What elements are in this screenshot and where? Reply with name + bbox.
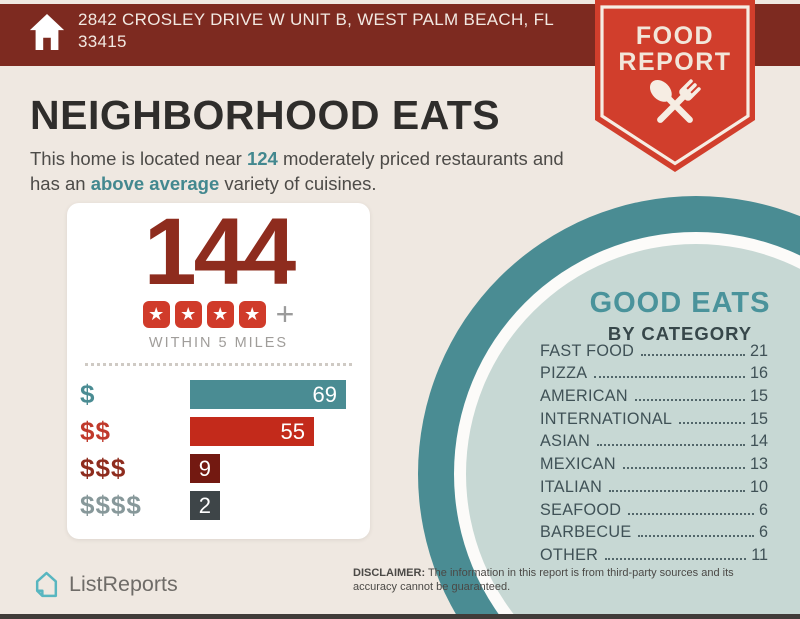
category-count: 10	[749, 477, 768, 496]
dotted-leader	[679, 421, 745, 424]
disclaimer-text-line1: The information in this report is from t…	[425, 567, 734, 579]
category-count: 11	[751, 545, 768, 564]
price-bar-row: $$ 55	[80, 416, 350, 446]
dotted-leader	[622, 467, 745, 470]
price-bar: 69	[190, 380, 346, 409]
price-bar: 9	[190, 454, 220, 483]
listreports-house-icon	[35, 571, 58, 598]
dotted-leader	[609, 489, 745, 492]
category-count: 6	[758, 500, 768, 519]
category-row: MEXICAN 13	[540, 453, 768, 476]
listreports-logo: ListReports	[33, 570, 178, 599]
category-label: OTHER	[540, 545, 599, 564]
price-tier-label: $	[80, 379, 96, 409]
dotted-leader	[594, 376, 745, 379]
category-label: BARBECUE	[540, 523, 632, 542]
stars-row: ★ ★ ★ ★ +	[67, 295, 370, 332]
category-list: FAST FOOD 21 PIZZA 16 AMERICAN 15 INTERNATIONA…	[540, 340, 768, 567]
category-row: INTERNATIONAL 15	[540, 408, 768, 431]
good-eats-subtitle: BY CATEGORY	[607, 323, 753, 344]
category-label: ITALIAN	[540, 477, 603, 496]
category-row: OTHER 11	[540, 544, 768, 567]
price-bar: 55	[190, 417, 314, 446]
dotted-leader	[597, 444, 745, 447]
dotted-leader	[638, 535, 754, 538]
home-icon	[28, 12, 66, 57]
category-count: 16	[749, 364, 768, 383]
price-tier-label: $$$	[80, 453, 127, 483]
price-bar-value: 69	[312, 381, 337, 407]
disclaimer: DISCLAIMER: The information in this repo…	[353, 566, 800, 594]
category-label: MEXICAN	[540, 455, 616, 474]
price-bar-chart: $69 $$ 55 $$$ 9 $$$$ 2	[67, 379, 370, 520]
category-count: 15	[749, 387, 768, 406]
food-report-ribbon: FOOD REPORT	[595, 0, 755, 176]
category-label: ASIAN	[540, 432, 591, 451]
category-count: 6	[758, 523, 768, 542]
disclaimer-text-line2: accuracy cannot be guaranteed.	[353, 581, 511, 593]
page-title: NEIGHBORHOOD EATS	[30, 92, 501, 138]
address-line2: 33415	[78, 32, 127, 51]
price-tier-label: $$$$	[80, 490, 142, 520]
star-icon: ★	[238, 300, 266, 328]
star-icon: ★	[174, 300, 202, 328]
price-bar-row: $$$$ 2	[80, 490, 350, 520]
price-bar-value: 9	[198, 455, 211, 481]
category-row: AMERICAN 15	[540, 385, 768, 408]
report-summary: This home is located near 124 moderately…	[30, 146, 610, 196]
bottom-edge-line	[0, 614, 800, 619]
restaurant-count: 124	[246, 148, 278, 169]
brand-name: ListReports	[69, 572, 178, 596]
variety-rating: above average	[90, 173, 220, 194]
category-count: 13	[749, 455, 768, 474]
price-bar-value: 55	[280, 418, 305, 444]
category-row: FAST FOOD 21	[540, 340, 768, 363]
price-bar-row: $$$ 9	[80, 453, 350, 483]
star-icon: ★	[206, 300, 234, 328]
price-bar: 2	[190, 491, 220, 520]
category-label: AMERICAN	[540, 387, 628, 406]
summary-text: variety of cuisines.	[219, 173, 377, 194]
star-icon: ★	[142, 300, 170, 328]
dotted-divider	[85, 363, 352, 366]
category-row: ASIAN 14	[540, 431, 768, 454]
total-restaurants: 144	[143, 199, 297, 305]
price-bar-value: 2	[198, 492, 211, 518]
category-label: INTERNATIONAL	[540, 409, 673, 428]
fork-spoon-icon	[649, 79, 701, 123]
dotted-leader	[605, 557, 747, 560]
category-count: 14	[749, 432, 768, 451]
ribbon-shape	[595, 0, 755, 172]
category-label: SEAFOOD	[540, 500, 622, 519]
category-count: 21	[749, 341, 768, 360]
plus-sign: +	[275, 295, 295, 332]
price-tier-label: $$	[80, 416, 111, 446]
dotted-leader	[641, 353, 745, 356]
dotted-leader	[634, 399, 745, 402]
restaurant-stats-card: 144 ★ ★ ★ ★ + WITHIN 5 MILES $69 $$ 55 $$$ 9 $$$$…	[67, 203, 370, 539]
category-label: PIZZA	[540, 364, 588, 383]
good-eats-title: GOOD EATS	[589, 287, 771, 319]
category-row: PIZZA 16	[540, 363, 768, 386]
ribbon-line2: REPORT	[618, 48, 731, 76]
category-row: SEAFOOD 6	[540, 499, 768, 522]
category-count: 15	[749, 409, 768, 428]
dotted-leader	[628, 512, 754, 515]
radius-label: WITHIN 5 MILES	[148, 335, 289, 351]
summary-text: This home is located near	[30, 148, 247, 169]
address-line1: 2842 CROSLEY DRIVE W UNIT B, WEST PALM B…	[78, 10, 555, 29]
category-row: BARBECUE 6	[540, 522, 768, 545]
summary-text: has an	[30, 173, 91, 194]
price-bar-row: $69	[80, 379, 350, 409]
category-row: ITALIAN 10	[540, 476, 768, 499]
ribbon-line1: FOOD	[636, 22, 714, 50]
summary-text: moderately priced restaurants and	[277, 148, 564, 169]
category-label: FAST FOOD	[540, 341, 635, 360]
property-address: 2842 CROSLEY DRIVE W UNIT B, WEST PALM B…	[78, 9, 598, 53]
disclaimer-label: DISCLAIMER:	[353, 567, 426, 579]
good-eats-header: GOOD EATS BY CATEGORY	[555, 287, 800, 345]
